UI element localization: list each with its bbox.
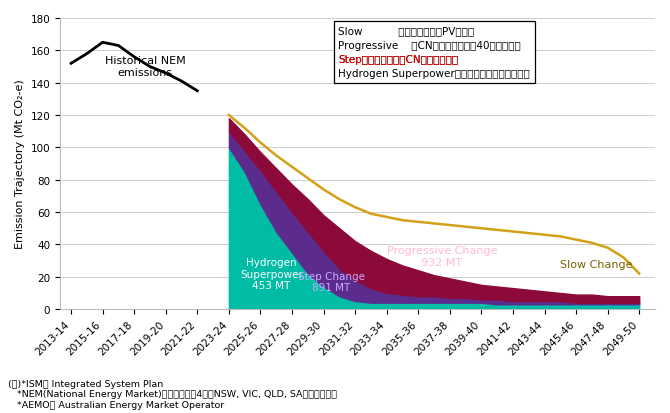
Text: Progressive Change
932 MT: Progressive Change 932 MT xyxy=(387,245,497,267)
Text: Hydrogen
Superpower
453 MT: Hydrogen Superpower 453 MT xyxy=(240,257,303,290)
Text: Historical NEM
emissions: Historical NEM emissions xyxy=(105,56,186,78)
Text: (注)*ISM： Integrated System Plan
   *NEM(National Energy Market)：東部・南部4州（NSW, VIC: (注)*ISM： Integrated System Plan *NEM(Nat… xyxy=(8,379,337,409)
Text: Slow           ：回復緩やか、PVは普及
Progressive    ：CN戦略に基づく、40代に拍设車
Step（政府目標）：CN速度を上げる: Slow ：回復緩やか、PVは普及 Progressive ：CN戦略に基づく、… xyxy=(338,26,530,79)
Text: Slow Change: Slow Change xyxy=(560,259,632,269)
Text: Step（政府目標）：CN速度を上げる: Step（政府目標）：CN速度を上げる xyxy=(338,26,458,65)
Text: Step Change
891 MT: Step Change 891 MT xyxy=(298,271,365,293)
Y-axis label: Emission Trajectory (Mt CO₂-e): Emission Trajectory (Mt CO₂-e) xyxy=(15,79,25,249)
